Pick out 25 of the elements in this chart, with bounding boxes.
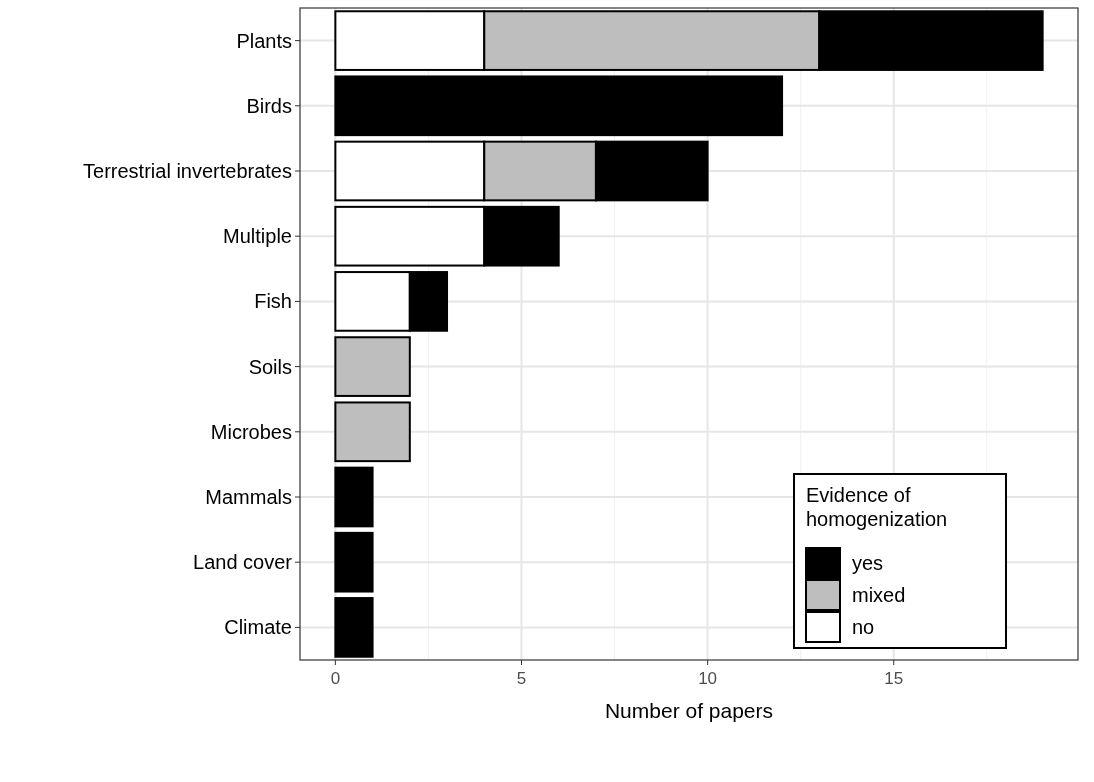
y-tick-label: Land cover — [193, 551, 293, 574]
y-tick-label: Plants — [236, 29, 292, 52]
x-tick-label: 10 — [698, 669, 718, 688]
y-tick-label: Soils — [248, 355, 292, 378]
bar — [334, 531, 374, 593]
legend-label: mixed — [852, 584, 906, 606]
y-tick-label: Mammals — [205, 486, 292, 508]
bar — [334, 75, 784, 137]
y-tick-label: Multiple — [223, 225, 292, 248]
bar — [334, 336, 411, 397]
bar — [334, 466, 374, 528]
bar — [334, 401, 411, 463]
y-tick-label: Birds — [246, 94, 292, 117]
y-tick-label: Fish — [254, 290, 292, 313]
bar — [334, 597, 374, 658]
x-tick-label: 0 — [330, 669, 341, 688]
y-tick-label: Terrestrial invertebrates — [83, 160, 292, 182]
x-tick-label: 15 — [884, 669, 904, 688]
legend-label: yes — [852, 552, 884, 574]
x-axis-title: Number of papers — [604, 699, 774, 722]
legend-title: Evidence of homogenization — [806, 484, 948, 530]
y-tick-label: Microbes — [210, 420, 292, 443]
legend-label: no — [852, 616, 875, 638]
x-tick-label: 5 — [516, 669, 527, 688]
y-tick-label: Climate — [224, 616, 292, 639]
